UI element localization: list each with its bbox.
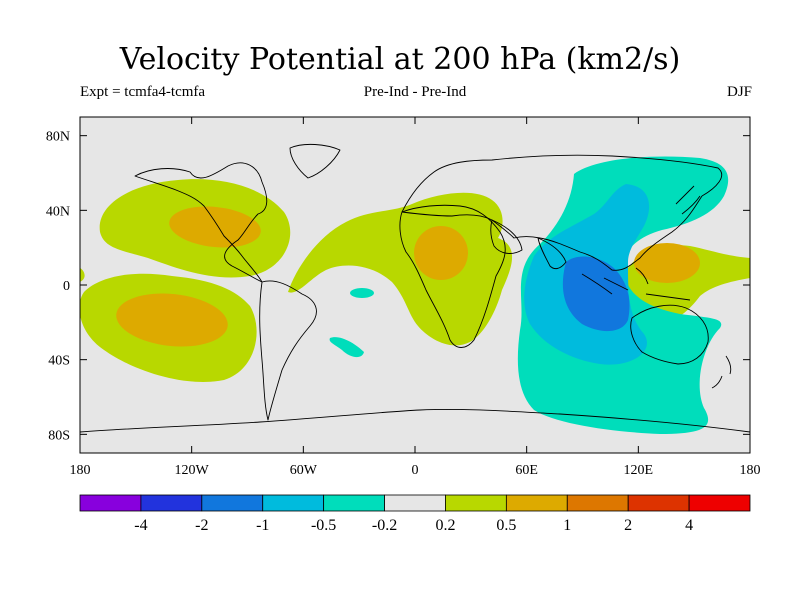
coast-india bbox=[537, 237, 567, 270]
colorbar-swatch bbox=[201, 494, 264, 512]
pos-core-south-pacific bbox=[116, 293, 228, 347]
colorbar: -4 -2 -1 -0.5 -0.2 0.2 0.5 1 2 4 bbox=[79, 494, 751, 534]
colorbar-swatch bbox=[445, 494, 507, 512]
colorbar-label: -0.5 bbox=[311, 517, 336, 534]
season-label: DJF bbox=[726, 84, 752, 100]
neg-patch-south-atlantic bbox=[329, 337, 364, 358]
colorbar-label: 0.5 bbox=[496, 517, 516, 534]
coast-australia bbox=[630, 304, 709, 365]
y-tick-label: 0 bbox=[63, 279, 70, 294]
coast-south-america bbox=[259, 280, 317, 421]
x-tick-label: 60W bbox=[290, 463, 318, 478]
chart-title: Velocity Potential at 200 hPa (km2/s) bbox=[119, 42, 681, 77]
coastlines bbox=[80, 143, 750, 433]
colorbar-swatch bbox=[566, 494, 629, 512]
colorbar-label: -4 bbox=[134, 517, 147, 534]
y-tick-label: 80N bbox=[46, 130, 70, 145]
colorbar-swatch bbox=[79, 494, 142, 512]
colorbar-label: 4 bbox=[685, 517, 693, 534]
x-tick-label: 180 bbox=[70, 463, 91, 478]
coast-north-america bbox=[134, 162, 268, 283]
colorbar-swatch bbox=[262, 494, 325, 512]
y-tick-label: 40S bbox=[48, 354, 70, 369]
colorbar-swatch bbox=[627, 494, 690, 512]
y-tick-label: 80S bbox=[48, 428, 70, 443]
coast-greenland bbox=[289, 143, 341, 179]
colorbar-label: 1 bbox=[563, 517, 571, 534]
colorbar-label: 0.2 bbox=[435, 517, 455, 534]
pos-core-western-us bbox=[169, 206, 261, 248]
x-tick-label: 120W bbox=[175, 463, 210, 478]
pos-core-philippine-sea bbox=[634, 243, 700, 283]
coast-africa bbox=[399, 204, 506, 348]
x-tick-label: 180 bbox=[740, 463, 761, 478]
colorbar-swatch bbox=[688, 494, 751, 512]
map-axes: 180 120W 60W 0 60E 120E 180 80N 40N 0 40S 80S bbox=[46, 117, 761, 478]
colorbar-label: 2 bbox=[624, 517, 632, 534]
x-tick-label: 120E bbox=[624, 463, 654, 478]
coast-arabia bbox=[490, 219, 523, 254]
colorbar-swatch bbox=[140, 494, 203, 512]
colorbar-swatch bbox=[384, 494, 446, 512]
neg-core-maritime bbox=[562, 256, 630, 332]
colorbar-swatch bbox=[323, 494, 385, 512]
neg-patch-tropical-atlantic bbox=[350, 288, 374, 298]
coast-japan bbox=[675, 185, 701, 215]
coast-antarctica bbox=[80, 409, 750, 433]
y-tick-label: 40N bbox=[46, 204, 70, 219]
map-panel bbox=[80, 117, 750, 453]
coast-europe-asia bbox=[401, 154, 723, 271]
pos-core-africa bbox=[414, 226, 468, 280]
colorbar-swatch bbox=[505, 494, 568, 512]
coast-new-zealand bbox=[711, 355, 732, 389]
x-tick-label: 0 bbox=[412, 463, 419, 478]
coast-maritime-continent bbox=[581, 267, 691, 301]
colorbar-label: -0.2 bbox=[372, 517, 397, 534]
comparison-label: Pre-Ind - Pre-Ind bbox=[363, 84, 467, 100]
colorbar-label: -1 bbox=[256, 517, 269, 534]
x-tick-label: 60E bbox=[515, 463, 538, 478]
experiment-label: Expt = tcmfa4-tcmfa bbox=[80, 84, 206, 100]
colorbar-label: -2 bbox=[195, 517, 208, 534]
